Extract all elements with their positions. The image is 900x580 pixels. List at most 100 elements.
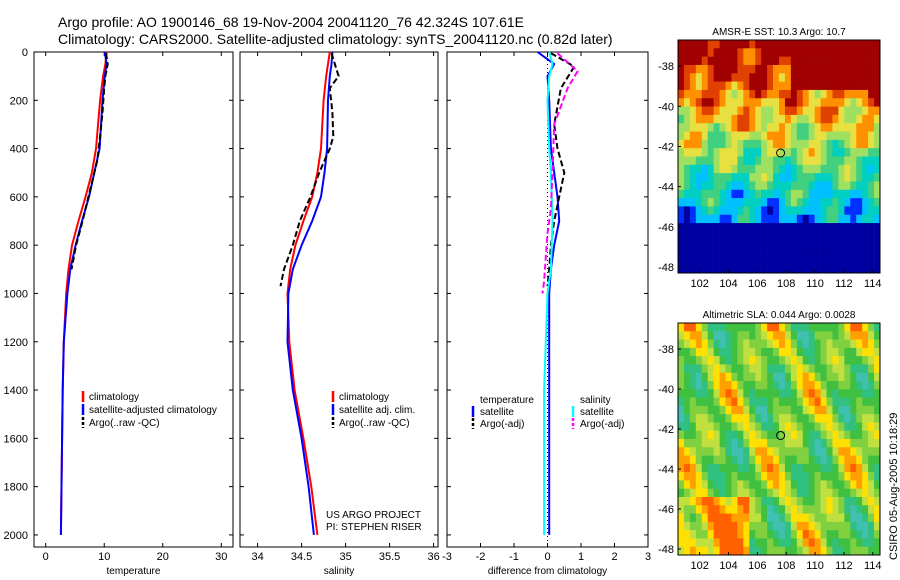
map-cell: [755, 405, 762, 415]
map-cell: [701, 56, 709, 66]
map-cell: [719, 447, 726, 456]
map-cell: [737, 521, 744, 531]
map-cell: [731, 173, 738, 182]
map-cell: [713, 497, 720, 506]
map-cell: [683, 546, 691, 556]
salinity-frame: [239, 51, 439, 548]
map-cell: [784, 463, 792, 473]
map-cell: [725, 521, 732, 531]
map-cell: [707, 372, 714, 382]
map-cell: [820, 364, 827, 374]
map-cell: [796, 40, 804, 49]
map-cell: [874, 339, 881, 349]
map-cell: [678, 521, 685, 531]
map-cell: [779, 389, 786, 398]
map-cell: [737, 48, 744, 57]
map-cell: [814, 364, 821, 374]
map-cell: [820, 40, 827, 49]
map-cell: [713, 463, 720, 473]
map-cell: [713, 148, 720, 157]
map-cell: [814, 447, 821, 456]
map-cell: [796, 323, 804, 332]
map-cell: [844, 198, 851, 207]
map-cell: [683, 98, 691, 107]
map-cell: [725, 463, 732, 473]
map-cell: [826, 48, 833, 57]
map-cell: [796, 189, 804, 199]
map-cell: [755, 231, 762, 241]
map-cell: [796, 264, 804, 274]
map-cell: [808, 181, 815, 191]
map-cell: [779, 364, 786, 374]
map-cell: [814, 505, 821, 514]
map-cell: [719, 323, 726, 332]
map-cell: [695, 48, 703, 57]
project-credit-text: PI: STEPHEN RISER: [326, 522, 422, 533]
map-cell: [784, 323, 792, 332]
map-cell: [707, 364, 714, 374]
map-cell: [761, 439, 768, 448]
map-cell: [713, 356, 720, 365]
map-cell: [790, 521, 798, 531]
map-cell: [874, 530, 881, 539]
map-cell: [868, 123, 875, 132]
map-cell: [856, 89, 863, 99]
map-cell: [761, 189, 768, 199]
map-cell: [820, 123, 827, 132]
map-cell: [731, 214, 738, 224]
map-cell: [850, 114, 857, 124]
map-cell: [856, 106, 863, 116]
map-cell: [755, 364, 762, 374]
map-cell: [802, 123, 810, 132]
map-cell: [743, 364, 750, 374]
map-cell: [719, 40, 726, 49]
map-cell: [820, 356, 827, 365]
sla-map-ytick-label: -42: [658, 424, 674, 436]
map-cell: [743, 463, 750, 473]
map-cell: [790, 455, 798, 465]
map-cell: [749, 206, 756, 216]
map-cell: [832, 156, 839, 166]
climatology-subtitle: Climatology: CARS2000. Satellite-adjuste…: [58, 31, 613, 47]
map-cell: [737, 198, 744, 207]
map-cell: [862, 248, 869, 257]
map-cell: [713, 231, 720, 241]
map-cell: [767, 497, 774, 506]
map-cell: [826, 455, 833, 465]
map-cell: [820, 181, 827, 191]
map-cell: [761, 264, 768, 274]
map-cell: [862, 356, 869, 365]
map-cell: [820, 248, 827, 257]
map-cell: [701, 106, 709, 116]
map-cell: [767, 223, 774, 232]
map-cell: [719, 372, 726, 382]
map-cell: [826, 156, 833, 166]
map-cell: [844, 472, 851, 481]
map-cell: [808, 148, 815, 157]
map-cell: [695, 173, 703, 182]
map-cell: [808, 356, 815, 365]
map-cell: [802, 98, 810, 107]
depth-tick-label: 400: [10, 144, 28, 156]
map-cell: [678, 256, 685, 265]
map-cell: [850, 488, 857, 498]
map-cell: [767, 214, 774, 224]
map-cell: [713, 521, 720, 531]
map-cell: [808, 381, 815, 390]
map-cell: [820, 422, 827, 432]
map-cell: [701, 530, 709, 539]
map-cell: [862, 530, 869, 539]
map-cell: [749, 64, 756, 74]
map-cell: [683, 463, 691, 473]
map-cell: [725, 98, 732, 107]
map-cell: [707, 164, 714, 174]
map-cell: [826, 256, 833, 265]
map-cell: [773, 463, 780, 473]
map-cell: [737, 256, 744, 265]
map-cell: [713, 538, 720, 548]
map-cell: [802, 148, 810, 157]
map-cell: [689, 214, 697, 224]
map-cell: [868, 372, 875, 382]
map-cell: [832, 430, 839, 440]
